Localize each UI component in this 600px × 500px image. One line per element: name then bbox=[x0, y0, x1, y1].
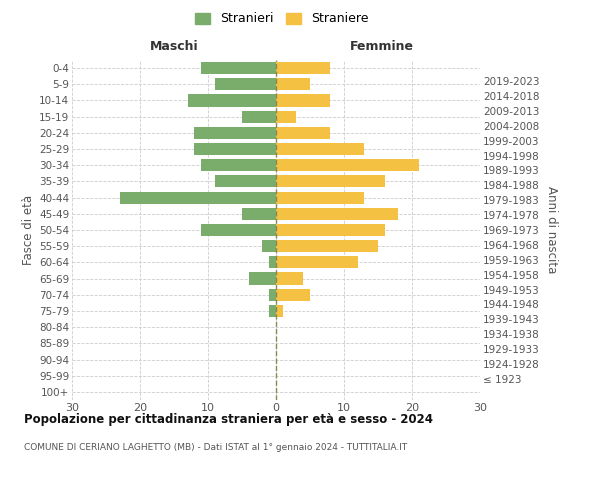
Bar bbox=[276, 78, 310, 90]
Bar bbox=[276, 143, 364, 155]
Bar bbox=[276, 94, 331, 106]
Bar bbox=[276, 240, 378, 252]
Text: Popolazione per cittadinanza straniera per età e sesso - 2024: Popolazione per cittadinanza straniera p… bbox=[24, 412, 433, 426]
Bar bbox=[276, 159, 419, 172]
Bar bbox=[276, 62, 331, 74]
Bar bbox=[215, 176, 276, 188]
Bar bbox=[249, 272, 276, 284]
Bar bbox=[276, 208, 398, 220]
Bar bbox=[269, 305, 276, 317]
Bar bbox=[201, 62, 276, 74]
Bar bbox=[276, 288, 310, 301]
Y-axis label: Fasce di età: Fasce di età bbox=[22, 195, 35, 265]
Text: Maschi: Maschi bbox=[149, 40, 199, 53]
Bar bbox=[194, 143, 276, 155]
Bar bbox=[276, 176, 385, 188]
Bar bbox=[262, 240, 276, 252]
Bar bbox=[188, 94, 276, 106]
Bar bbox=[276, 110, 296, 122]
Bar bbox=[276, 256, 358, 268]
Bar bbox=[276, 272, 303, 284]
Bar bbox=[242, 208, 276, 220]
Bar bbox=[215, 78, 276, 90]
Text: COMUNE DI CERIANO LAGHETTO (MB) - Dati ISTAT al 1° gennaio 2024 - TUTTITALIA.IT: COMUNE DI CERIANO LAGHETTO (MB) - Dati I… bbox=[24, 442, 407, 452]
Bar bbox=[269, 288, 276, 301]
Text: Femmine: Femmine bbox=[350, 40, 414, 53]
Bar bbox=[276, 192, 364, 203]
Bar bbox=[194, 127, 276, 139]
Y-axis label: Anni di nascita: Anni di nascita bbox=[545, 186, 558, 274]
Bar bbox=[201, 224, 276, 236]
Legend: Stranieri, Straniere: Stranieri, Straniere bbox=[191, 8, 373, 29]
Bar bbox=[269, 256, 276, 268]
Bar bbox=[276, 305, 283, 317]
Bar bbox=[119, 192, 276, 203]
Bar bbox=[242, 110, 276, 122]
Bar bbox=[276, 224, 385, 236]
Bar bbox=[276, 127, 331, 139]
Bar bbox=[201, 159, 276, 172]
